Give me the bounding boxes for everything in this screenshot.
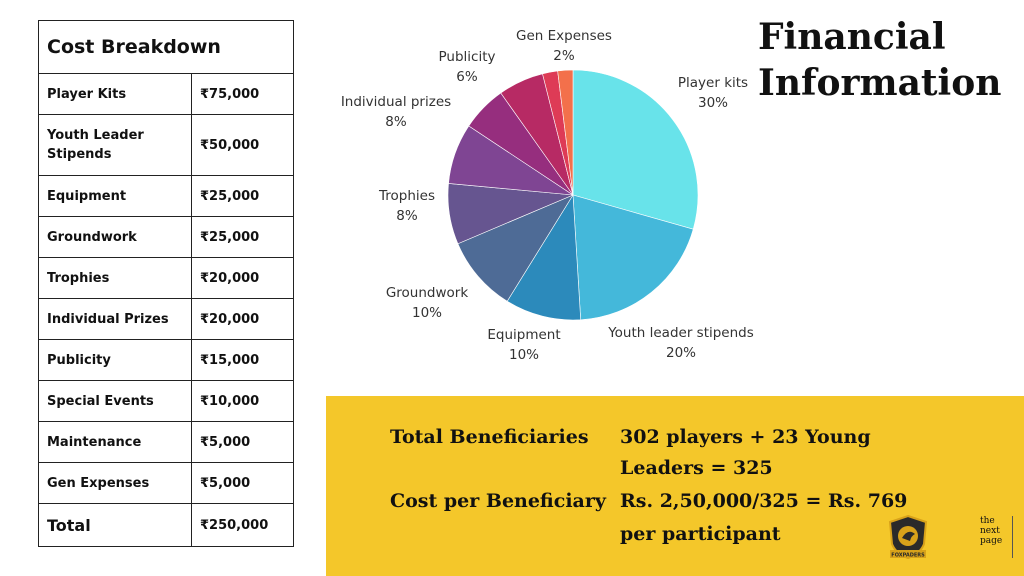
- cost-item-name: Player Kits: [38, 73, 192, 115]
- table-row: Equipment ₹25,000: [38, 175, 294, 217]
- slice-percent-label: 8%: [396, 208, 418, 224]
- table-row: Maintenance ₹5,000: [38, 421, 294, 463]
- cost-item-amount: ₹25,000: [191, 175, 294, 217]
- slice-label: Equipment: [487, 327, 560, 343]
- table-row: Publicity ₹15,000: [38, 339, 294, 381]
- logo-word: next: [980, 526, 1000, 536]
- beneficiary-info-box: Total Beneficiaries 302 players + 23 You…: [326, 396, 1024, 576]
- cost-per-beneficiary-label: Cost per Beneficiary: [390, 490, 606, 512]
- cost-item-amount: ₹50,000: [191, 114, 294, 176]
- slice-label: Gen Expenses: [516, 28, 612, 44]
- slice-percent-label: 30%: [698, 95, 728, 111]
- page-title: Financial Information: [758, 14, 1018, 106]
- the-next-page-logo: the next page: [980, 516, 1013, 558]
- pie-slice-gen-expenses: [557, 69, 574, 196]
- cost-value-line-2: per participant: [620, 523, 781, 545]
- beneficiaries-value-line-2: Leaders = 325: [620, 457, 773, 479]
- cost-breakdown-table: Cost Breakdown Player Kits ₹75,000 Youth…: [38, 20, 294, 547]
- cost-item-name: Youth Leader Stipends: [38, 114, 192, 176]
- cost-item-name: Individual Prizes: [38, 298, 192, 340]
- table-row: Youth Leader Stipends ₹50,000: [38, 114, 294, 176]
- slice-label: Groundwork: [386, 285, 469, 301]
- cost-item-name: Special Events: [38, 380, 192, 422]
- cost-item-name: Groundwork: [38, 216, 192, 258]
- cost-item-name: Trophies: [38, 257, 192, 299]
- cost-item-amount: ₹5,000: [191, 462, 294, 504]
- title-line-2: Information: [758, 62, 1002, 104]
- slice-label: Trophies: [378, 188, 435, 204]
- slice-percent-label: 20%: [666, 345, 696, 361]
- slice-percent-label: 8%: [385, 114, 407, 130]
- table-row: Gen Expenses ₹5,000: [38, 462, 294, 504]
- table-row: Trophies ₹20,000: [38, 257, 294, 299]
- logo-word: page: [980, 536, 1003, 546]
- table-row: Player Kits ₹75,000: [38, 73, 294, 115]
- logo-badge-text: FOXPADERS: [891, 553, 925, 559]
- cost-value-line-1: Rs. 2,50,000/325 = Rs. 769: [620, 490, 908, 512]
- cost-item-name: Publicity: [38, 339, 192, 381]
- slice-percent-label: 10%: [412, 305, 442, 321]
- slice-percent-label: 2%: [553, 48, 575, 64]
- total-label: Total: [38, 503, 192, 547]
- pie-slice-player-kits: [572, 69, 699, 230]
- total-amount: ₹250,000: [191, 503, 294, 547]
- beneficiaries-label: Total Beneficiaries: [390, 426, 589, 448]
- logo-word: the: [980, 516, 995, 526]
- slice-label: Youth leader stipends: [607, 325, 754, 341]
- slice-label: Player kits: [678, 75, 748, 91]
- cost-item-amount: ₹10,000: [191, 380, 294, 422]
- pie-slice-youth-leader-stipends: [572, 194, 694, 321]
- table-row: Special Events ₹10,000: [38, 380, 294, 422]
- pie-slice-equipment: [506, 194, 582, 321]
- foxpaders-shield-logo: FOXPADERS: [888, 514, 928, 560]
- pie-chart: Player kits 30% Youth leader stipends 20% Eq…: [341, 28, 754, 363]
- title-line-1: Financial: [758, 16, 946, 58]
- slice-label: Individual prizes: [341, 94, 451, 110]
- cost-item-amount: ₹15,000: [191, 339, 294, 381]
- beneficiaries-value-line-1: 302 players + 23 Young: [620, 426, 871, 448]
- slice-percent-label: 6%: [456, 69, 478, 85]
- cost-item-amount: ₹20,000: [191, 257, 294, 299]
- table-total-row: Total ₹250,000: [38, 503, 294, 547]
- cost-item-name: Gen Expenses: [38, 462, 192, 504]
- slice-label: Publicity: [439, 49, 496, 65]
- slice-percent-label: 10%: [509, 347, 539, 363]
- pie-slice-groundwork: [457, 194, 574, 302]
- cost-item-amount: ₹5,000: [191, 421, 294, 463]
- cost-table-heading: Cost Breakdown: [38, 20, 294, 74]
- cost-item-name: Maintenance: [38, 421, 192, 463]
